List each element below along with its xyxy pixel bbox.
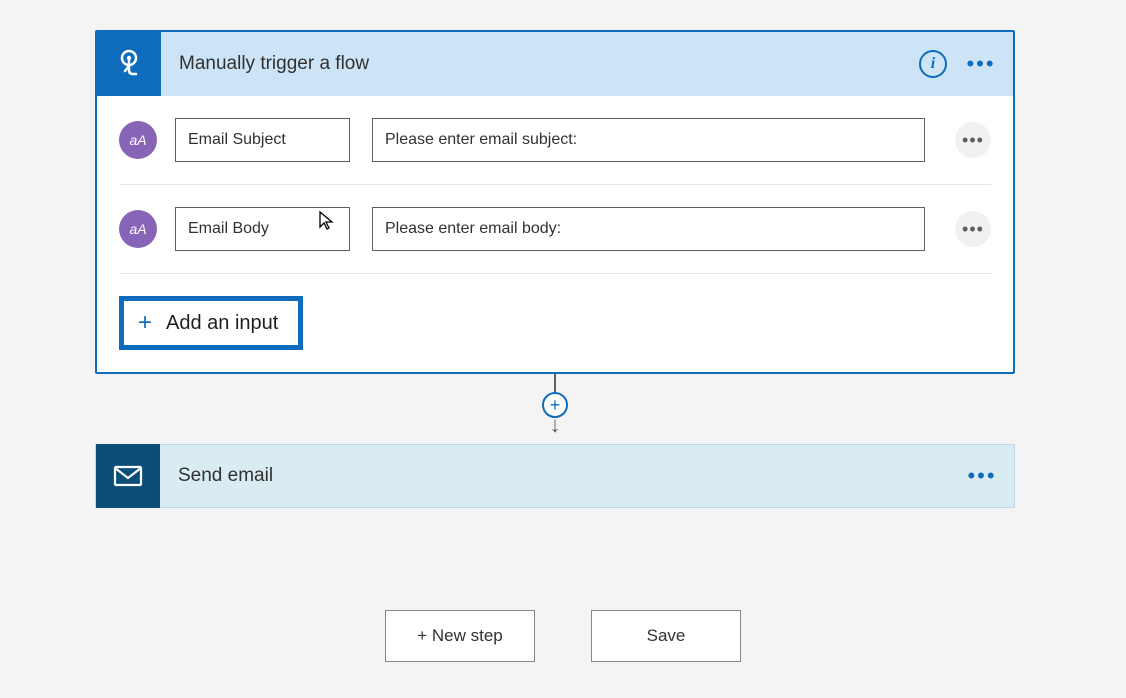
plus-icon: + <box>138 309 152 337</box>
input-name-field[interactable] <box>175 207 350 251</box>
info-icon[interactable]: i <box>919 50 947 78</box>
trigger-header[interactable]: Manually trigger a flow i ••• <box>97 32 1013 96</box>
flow-canvas: Manually trigger a flow i ••• aA ••• aA … <box>95 30 1015 508</box>
footer-buttons: + New step Save <box>0 610 1126 662</box>
save-button[interactable]: Save <box>591 610 741 662</box>
mail-icon <box>96 444 160 508</box>
input-row: aA ••• <box>119 96 991 185</box>
add-input-label: Add an input <box>166 312 278 335</box>
action-header: Send email ••• <box>160 445 1014 507</box>
input-row-menu-button[interactable]: ••• <box>955 122 991 158</box>
input-row-menu-button[interactable]: ••• <box>955 211 991 247</box>
trigger-card: Manually trigger a flow i ••• aA ••• aA … <box>95 30 1015 374</box>
action-menu-button[interactable]: ••• <box>964 458 1000 494</box>
input-description-field[interactable] <box>372 118 925 162</box>
trigger-title: Manually trigger a flow <box>179 53 919 75</box>
new-step-button[interactable]: + New step <box>385 610 535 662</box>
text-type-icon: aA <box>119 210 157 248</box>
arrow-down-icon: ↓ <box>550 416 561 434</box>
input-name-field[interactable] <box>175 118 350 162</box>
action-title: Send email <box>178 465 964 487</box>
connector: + ↓ <box>95 374 1015 444</box>
input-row: aA ••• <box>119 185 991 274</box>
action-card[interactable]: Send email ••• <box>95 444 1015 508</box>
trigger-body: aA ••• aA ••• + Add an input <box>97 96 1013 372</box>
trigger-menu-button[interactable]: ••• <box>963 46 999 82</box>
input-description-field[interactable] <box>372 207 925 251</box>
add-input-button[interactable]: + Add an input <box>119 296 303 350</box>
connector-line <box>554 374 556 392</box>
text-type-icon: aA <box>119 121 157 159</box>
touch-icon <box>97 32 161 96</box>
